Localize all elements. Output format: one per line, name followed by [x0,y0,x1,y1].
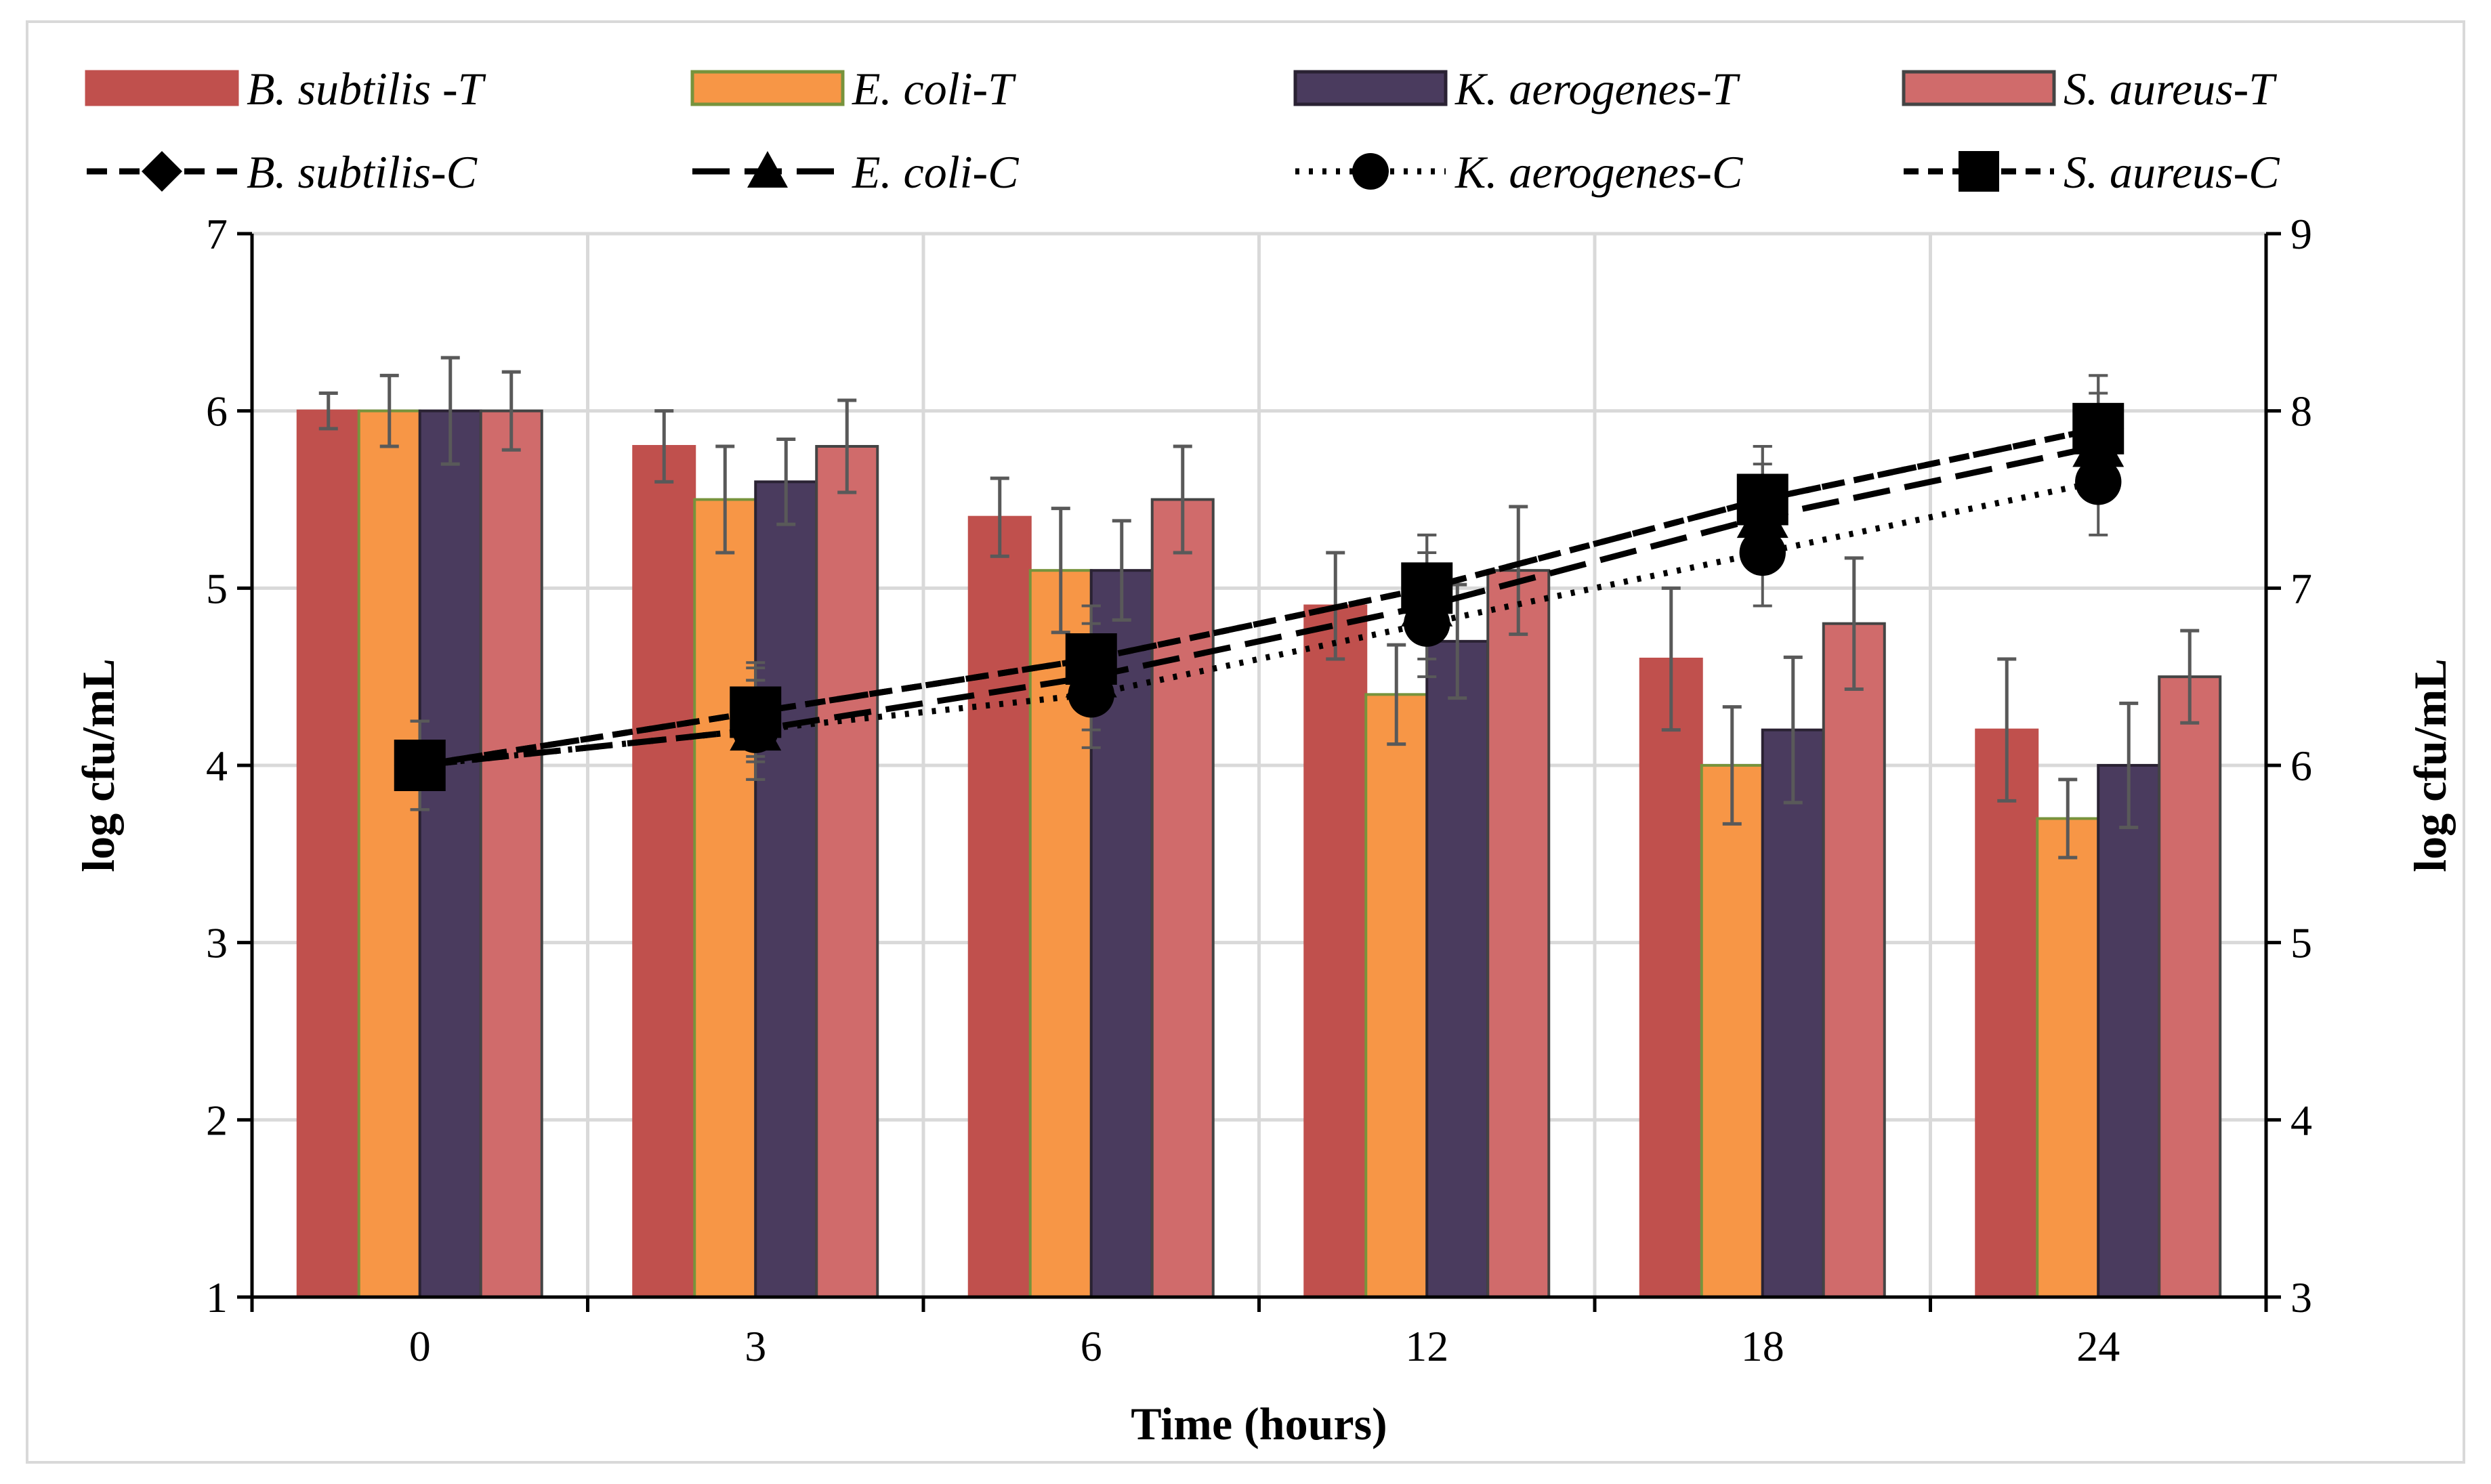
series-line [419,425,2099,769]
legend-swatch [690,70,845,106]
bar [815,445,879,1298]
x-tick-label: 6 [1081,1322,1102,1370]
bar [1975,728,2039,1298]
legend-label: K. aerogenes-T [1454,63,1740,114]
bar [754,480,818,1298]
legend-label: B. subtilis-C [247,146,478,198]
y-tick-label: 3 [206,919,228,967]
bar [1822,622,1886,1298]
line-point [730,686,782,738]
x-tick-label: 24 [2076,1322,2120,1370]
bar [479,409,543,1299]
y2-tick-label: 7 [2290,564,2312,612]
bar [1364,693,1429,1299]
legend: B. subtilis -T E. coli-T K. aerogenes-T S. … [85,63,2280,198]
bar [418,409,482,1299]
bar [357,409,421,1299]
bar [1486,569,1551,1299]
line-layer [394,374,2124,811]
legend-label: S. aureus-C [2064,146,2280,198]
bar [967,515,1032,1299]
bar [693,498,757,1298]
bar [1700,764,1764,1298]
bar [2036,817,2100,1298]
legend-label: S. aureus-T [2064,63,2277,114]
y-tick-label: 5 [206,564,228,612]
y-tick-label: 2 [206,1096,228,1144]
bar [2097,764,2161,1298]
y2-tick-label: 8 [2290,387,2312,436]
x-axis-title: Time (hours) [1131,1398,1387,1449]
x-tick-label: 3 [745,1322,766,1370]
y-axis-title: log cfu/mL [72,658,124,872]
line-point [1739,529,1786,576]
x-tick-label: 12 [1405,1322,1448,1370]
line-point [394,740,446,791]
series-line [419,443,2099,769]
bar [1303,604,1368,1298]
y2-tick-label: 9 [2290,210,2312,258]
bar [1639,658,1703,1298]
y-tick-label: 4 [206,742,228,790]
bar [632,445,696,1298]
y2-tick-label: 4 [2290,1096,2312,1144]
legend-marker [1352,153,1389,190]
grid-layer [252,232,2268,1297]
y2-axis-title: log cfu/mL [2404,658,2456,872]
line-point [1736,473,1788,526]
bar [1150,498,1215,1298]
series-line [419,425,2099,769]
y-tick-label: 7 [206,210,228,258]
bar [296,409,360,1299]
legend-label: B. subtilis -T [247,63,486,114]
y2-tick-label: 3 [2290,1273,2312,1321]
legend-swatch [1902,70,2056,106]
line-point [1401,562,1453,614]
legend-swatch [85,70,239,106]
legend-label: K. aerogenes-C [1454,146,1743,198]
legend-label: E. coli-C [852,146,1019,198]
legend-marker [1959,151,1999,192]
y-tick-label: 6 [206,387,228,436]
y2-tick-label: 6 [2290,742,2312,790]
bar [2158,675,2222,1298]
y2-tick-label: 5 [2290,919,2312,967]
x-tick-label: 18 [1741,1322,1784,1370]
legend-marker [142,151,182,192]
legend-swatch [1293,70,1448,106]
bar [1425,639,1490,1298]
bar [1761,728,1825,1298]
x-tick-label: 0 [409,1322,431,1370]
legend-marker [747,151,788,188]
y-tick-label: 1 [206,1273,228,1321]
line-point [1065,633,1117,685]
legend-label: E. coli-T [852,63,1016,114]
line-point [2072,402,2124,454]
line-point [2075,459,2122,505]
